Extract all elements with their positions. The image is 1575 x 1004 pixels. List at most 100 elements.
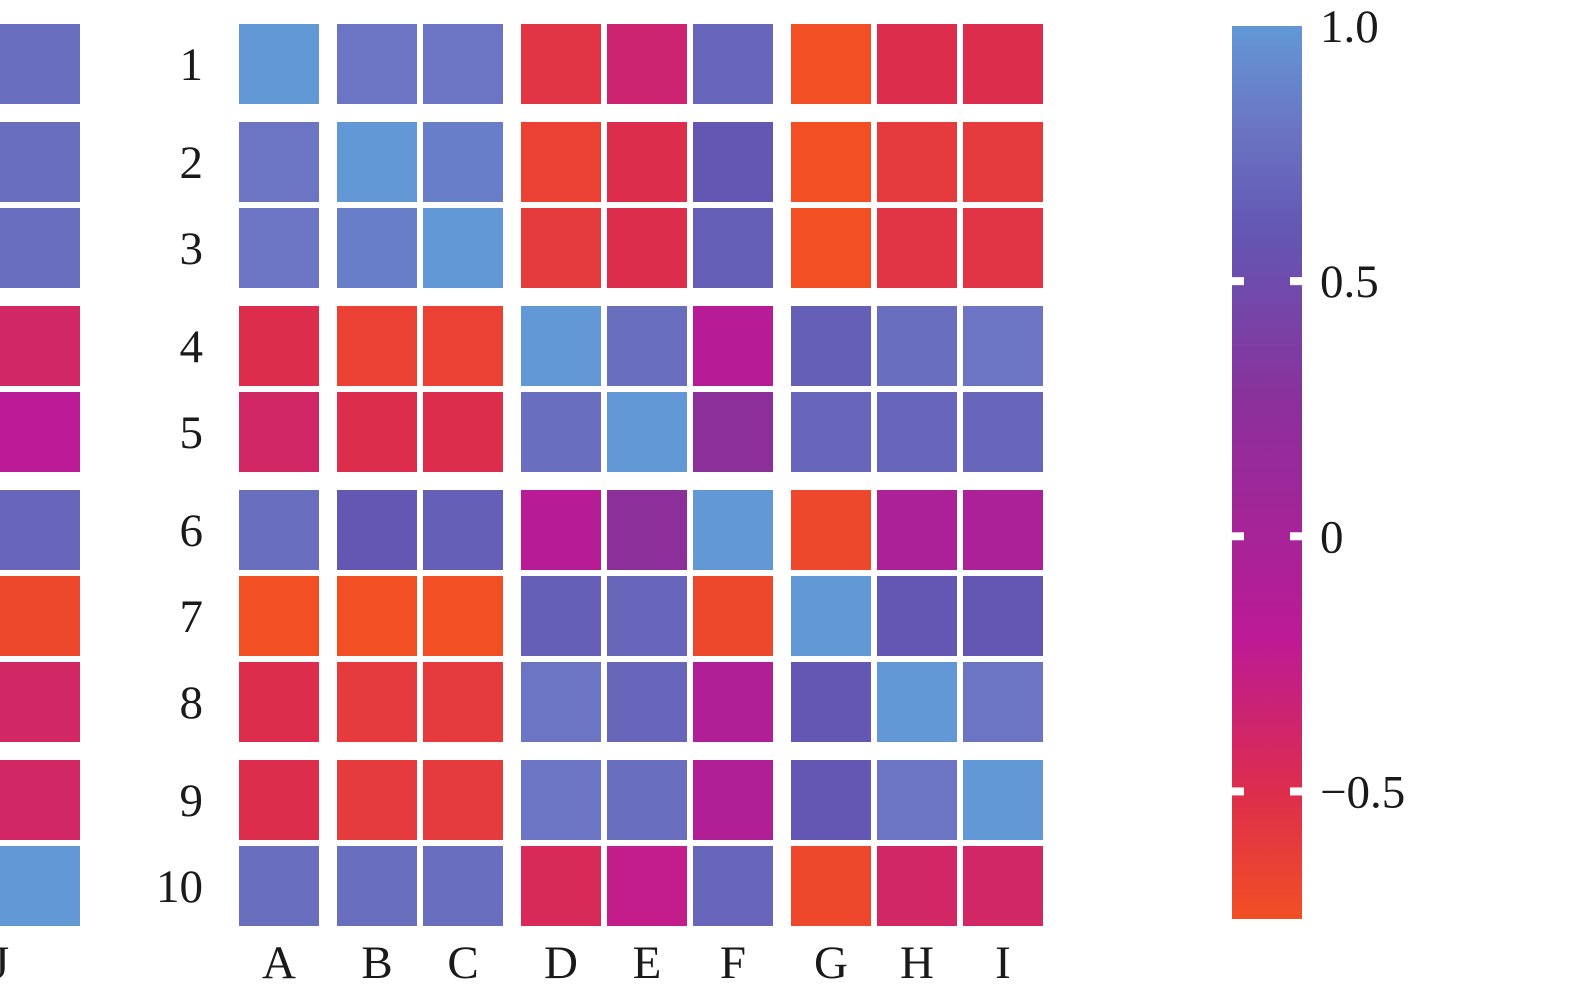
heatmap-cell-3-D [521,208,601,288]
heatmap-cell-1-A [239,24,319,104]
y-tick-label: 6 [180,505,204,557]
heatmap-cell-1-I [963,24,1043,104]
heatmap-cell-1-B [337,24,417,104]
heatmap-cell-4-B [337,306,417,386]
heatmap-cell-5-H [877,392,957,472]
heatmap-cell-9-H [877,760,957,840]
heatmap-cell-2-H [877,122,957,202]
colorbar-tick-mark [1232,532,1244,541]
heatmap-cell-3-E [607,208,687,288]
heatmap-cell-1-C [423,24,503,104]
colorbar-tick-label: −0.5 [1320,766,1405,818]
heatmap-cell-10-J [0,846,80,926]
heatmap-cell-7-A [239,576,319,656]
heatmap-cell-2-I [963,122,1043,202]
colorbar-tick-mark [1232,277,1244,286]
y-tick-label: 3 [180,223,204,275]
heatmap-cell-4-C [423,306,503,386]
heatmap-cell-6-D [521,490,601,570]
heatmap-cell-8-D [521,662,601,742]
heatmap-cell-3-G [791,208,871,288]
heatmap-cell-3-C [423,208,503,288]
heatmap-cell-2-A [239,122,319,202]
heatmap-cell-8-C [423,662,503,742]
heatmap-cell-1-D [521,24,601,104]
y-tick-label: 8 [180,677,204,729]
heatmap-cell-6-B [337,490,417,570]
colorbar-tick-label: 0.5 [1320,256,1379,308]
heatmap-cell-5-I [963,392,1043,472]
heatmap-cell-7-J [0,576,80,656]
x-tick-label: G [814,937,848,989]
heatmap-cell-2-C [423,122,503,202]
heatmap-cell-3-J [0,208,80,288]
heatmap-cell-5-B [337,392,417,472]
heatmap-cell-8-I [963,662,1043,742]
heatmap-cell-6-G [791,490,871,570]
heatmap-cell-2-E [607,122,687,202]
heatmap-cell-1-H [877,24,957,104]
colorbar-tick-label: 0 [1320,511,1344,563]
heatmap-cell-8-E [607,662,687,742]
x-tick-label: E [633,937,662,989]
heatmap-cell-5-E [607,392,687,472]
heatmap-cell-9-G [791,760,871,840]
heatmap-cell-9-J [0,760,80,840]
heatmap-cell-6-I [963,490,1043,570]
y-tick-label: 1 [180,39,204,91]
heatmap-cell-7-G [791,576,871,656]
heatmap-cell-10-F [693,846,773,926]
heatmap-cell-4-G [791,306,871,386]
colorbar: 1.0 0.5 0 −0.5 [1232,1,1405,919]
heatmap-cell-9-D [521,760,601,840]
y-tick-label: 4 [180,321,204,373]
heatmap-cell-5-F [693,392,773,472]
heatmap-cell-5-C [423,392,503,472]
colorbar-tick-mark [1290,277,1302,286]
heatmap-cell-7-H [877,576,957,656]
heatmap-cell-6-E [607,490,687,570]
x-tick-label: A [262,937,296,989]
colorbar-tick-mark [1290,787,1302,796]
x-tick-label: H [900,937,934,989]
heatmap-cell-4-J [0,306,80,386]
heatmap-cell-8-H [877,662,957,742]
heatmap-cell-2-G [791,122,871,202]
heatmap-cell-2-F [693,122,773,202]
y-tick-label: 10 [156,861,203,913]
heatmap-cell-3-F [693,208,773,288]
colorbar-tick-mark [1232,787,1244,796]
heatmap-cell-6-A [239,490,319,570]
x-tick-label: B [361,937,392,989]
heatmap-cell-9-B [337,760,417,840]
x-tick-label: I [995,937,1011,989]
heatmap-cell-10-C [423,846,503,926]
heatmap-cell-9-F [693,760,773,840]
heatmap-cell-4-A [239,306,319,386]
heatmap-cell-6-J [0,490,80,570]
heatmap-cell-8-B [337,662,417,742]
y-tick-label: 7 [180,591,204,643]
heatmap-cell-8-G [791,662,871,742]
heatmap-cells [0,24,1043,926]
heatmap-cell-2-B [337,122,417,202]
heatmap-cell-8-A [239,662,319,742]
heatmap-cell-10-H [877,846,957,926]
heatmap-cell-4-H [877,306,957,386]
x-tick-label: J [0,937,9,989]
heatmap-cell-7-F [693,576,773,656]
colorbar-tick-label: 1.0 [1320,1,1379,53]
heatmap-cell-10-I [963,846,1043,926]
colorbar-tick-mark [1290,532,1302,541]
heatmap-cell-3-I [963,208,1043,288]
heatmap-cell-3-A [239,208,319,288]
heatmap-cell-7-E [607,576,687,656]
heatmap-cell-5-G [791,392,871,472]
y-tick-label: 9 [180,775,204,827]
heatmap-cell-6-C [423,490,503,570]
heatmap-cell-4-D [521,306,601,386]
heatmap-cell-4-F [693,306,773,386]
heatmap-cell-5-A [239,392,319,472]
heatmap-cell-2-J [0,122,80,202]
